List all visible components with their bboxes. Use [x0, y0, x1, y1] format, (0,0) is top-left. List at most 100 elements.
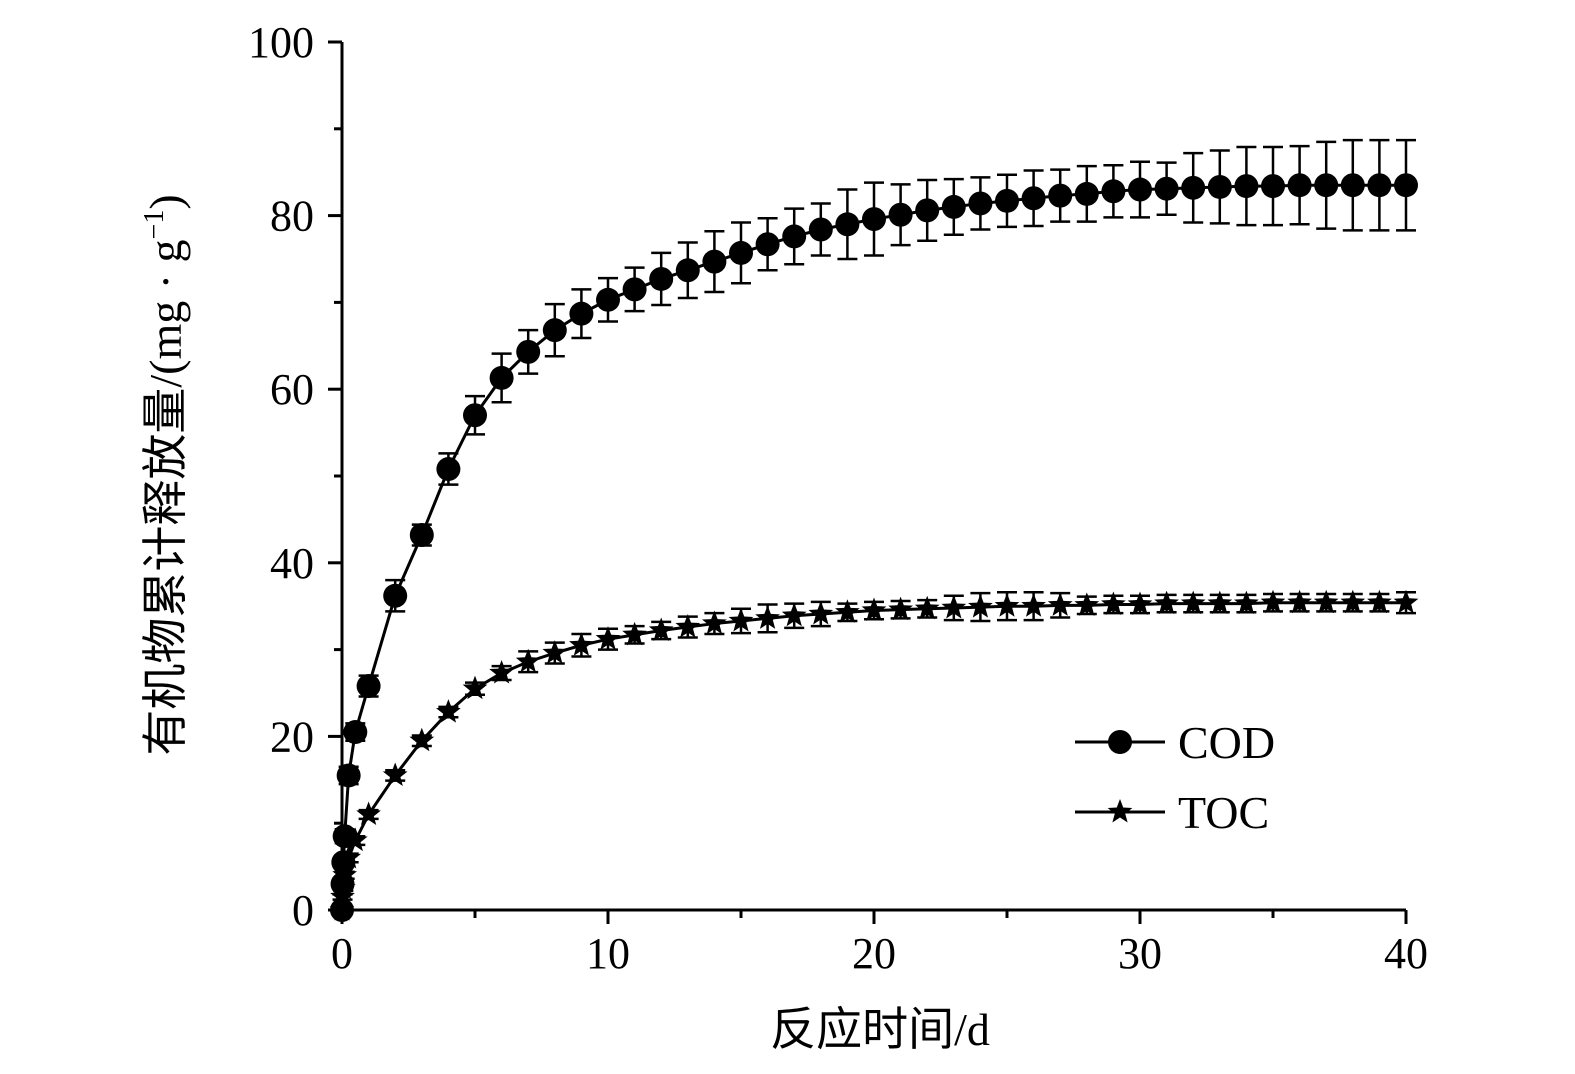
legend-item-toc: TOC — [1075, 787, 1269, 838]
toc-line — [340, 601, 1406, 911]
toc-point — [542, 640, 568, 664]
cod-point — [1101, 179, 1126, 204]
legend-item-cod: COD — [1075, 717, 1275, 768]
cod-point — [409, 523, 434, 548]
x-axis-label: 反应时间/d — [770, 1004, 990, 1055]
cod-point — [1128, 177, 1152, 202]
toc-point — [914, 595, 940, 620]
cod-point — [463, 403, 487, 428]
toc-point — [332, 862, 358, 886]
cod-point — [1314, 173, 1339, 198]
y-tick-label: 0 — [292, 886, 314, 935]
cod-point — [755, 232, 780, 257]
toc-point — [1260, 589, 1286, 614]
cod-point — [336, 763, 361, 788]
svg-text:有机物累计释放量/(mg · g−1): 有机物累计释放量/(mg · g−1) — [139, 194, 191, 755]
cod-point — [675, 258, 700, 283]
toc-point — [436, 699, 461, 723]
cod-point — [888, 202, 913, 227]
toc-point — [968, 594, 993, 618]
cod-point — [729, 240, 753, 265]
toc-point — [329, 897, 355, 921]
toc-point — [1180, 590, 1206, 615]
cod-point — [516, 339, 541, 364]
legend-label-toc: TOC — [1178, 787, 1269, 838]
toc-point — [330, 875, 356, 899]
legend-marker-cod — [1108, 730, 1132, 754]
cod-point — [835, 212, 860, 237]
cod-point — [1261, 174, 1285, 199]
cod-point — [569, 301, 594, 326]
toc-point — [1127, 591, 1153, 615]
toc-point — [1207, 590, 1233, 615]
cod-point — [1181, 175, 1206, 200]
toc-point — [1101, 591, 1126, 615]
cod-point — [782, 224, 807, 249]
toc-point — [1047, 592, 1073, 616]
toc-point — [781, 602, 807, 627]
cod-point — [1207, 174, 1232, 199]
y-tick-label: 80 — [270, 192, 314, 241]
cod-point — [1154, 176, 1179, 201]
series-toc — [329, 589, 1419, 921]
legend: COD TOC — [1075, 717, 1275, 838]
y-tick-label: 60 — [270, 365, 314, 414]
cod-point — [915, 198, 940, 223]
ticks: 0 20 40 60 80 100 0 10 20 30 40 — [248, 18, 1428, 978]
cod-point — [383, 583, 408, 608]
x-tick-label: 40 — [1384, 929, 1428, 978]
toc-point — [1154, 590, 1179, 615]
cod-point — [542, 318, 567, 343]
toc-point — [489, 660, 514, 684]
toc-point — [382, 762, 408, 786]
cod-point — [1048, 183, 1073, 208]
cod-point — [1340, 173, 1365, 198]
y-tick-label: 40 — [270, 539, 314, 588]
x-tick-label: 30 — [1118, 929, 1162, 978]
toc-point — [888, 596, 913, 621]
legend-marker-toc — [1107, 799, 1133, 823]
toc-point — [808, 601, 834, 625]
toc-point — [994, 593, 1020, 617]
cod-point — [622, 277, 647, 302]
cod-point — [995, 188, 1019, 213]
cod-point — [1234, 174, 1259, 199]
toc-point — [728, 607, 754, 632]
toc-point — [1074, 592, 1100, 616]
x-tick-label: 10 — [586, 929, 630, 978]
toc-point — [622, 621, 647, 646]
toc-point — [462, 675, 488, 700]
toc-point — [409, 727, 435, 752]
toc-point — [1313, 589, 1339, 614]
legend-label-cod: COD — [1178, 717, 1275, 768]
toc-point — [342, 827, 368, 852]
y-axis-label-close: ) — [140, 194, 191, 209]
toc-point — [941, 594, 967, 619]
toc-point — [336, 844, 362, 869]
cod-point — [1367, 173, 1392, 198]
cod-point — [1074, 181, 1099, 206]
toc-point — [675, 614, 701, 638]
cod-point — [941, 194, 966, 219]
toc-point — [515, 648, 541, 673]
toc-point — [1340, 589, 1366, 614]
cod-point — [968, 191, 993, 216]
series-cod — [330, 138, 1418, 922]
cod-point — [649, 266, 674, 291]
y-axis-label-sup: −1 — [139, 210, 170, 240]
toc-point — [702, 610, 727, 635]
cod-point — [1287, 173, 1312, 198]
cod-point — [596, 287, 620, 312]
series-layer — [329, 138, 1419, 922]
y-tick-label: 100 — [248, 18, 314, 67]
toc-point — [648, 617, 674, 642]
y-axis-label: 有机物累计释放量/(mg · g−1) — [139, 194, 191, 755]
cod-point — [489, 365, 514, 390]
y-tick-label: 20 — [270, 712, 314, 761]
cod-point — [436, 457, 461, 482]
cod-point — [343, 720, 368, 745]
toc-point — [1393, 589, 1419, 614]
cod-point — [356, 674, 381, 699]
toc-point — [755, 605, 780, 629]
toc-point — [835, 599, 860, 623]
